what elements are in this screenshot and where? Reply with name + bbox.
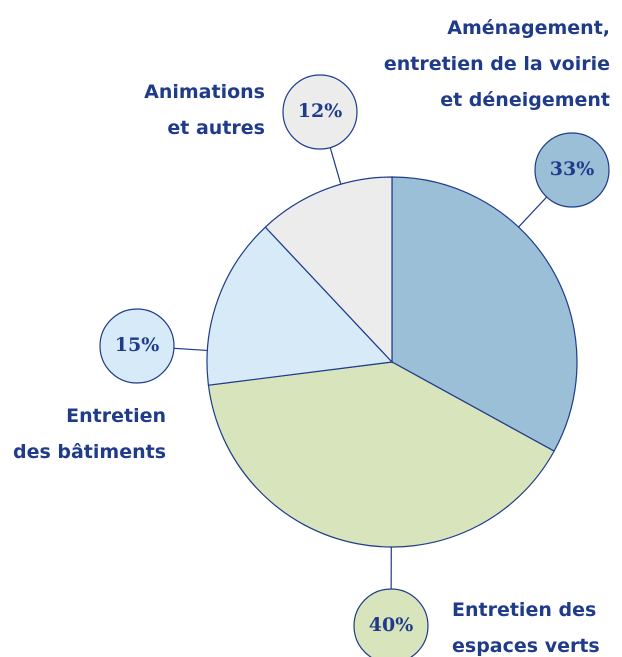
value-bubble	[282, 74, 358, 150]
pie-slice	[207, 361, 555, 548]
category-label: Aménagement, entretien de la voirie et d…	[383, 17, 610, 111]
category-label: Entretien des espaces verts	[452, 599, 600, 657]
category-label: Animations et autres	[144, 81, 265, 139]
value-bubble	[99, 308, 175, 384]
value-label: 15%	[115, 334, 160, 356]
pie-slice	[264, 176, 393, 364]
category-label: Entretien des bâtiments	[12, 405, 166, 463]
value-label: 12%	[298, 100, 343, 122]
value-bubble	[353, 588, 429, 657]
value-label: 40%	[369, 614, 414, 636]
value-bubble	[534, 132, 610, 208]
pie-slice	[391, 176, 578, 452]
value-label: 33%	[550, 158, 595, 180]
pie-slice	[206, 226, 394, 386]
